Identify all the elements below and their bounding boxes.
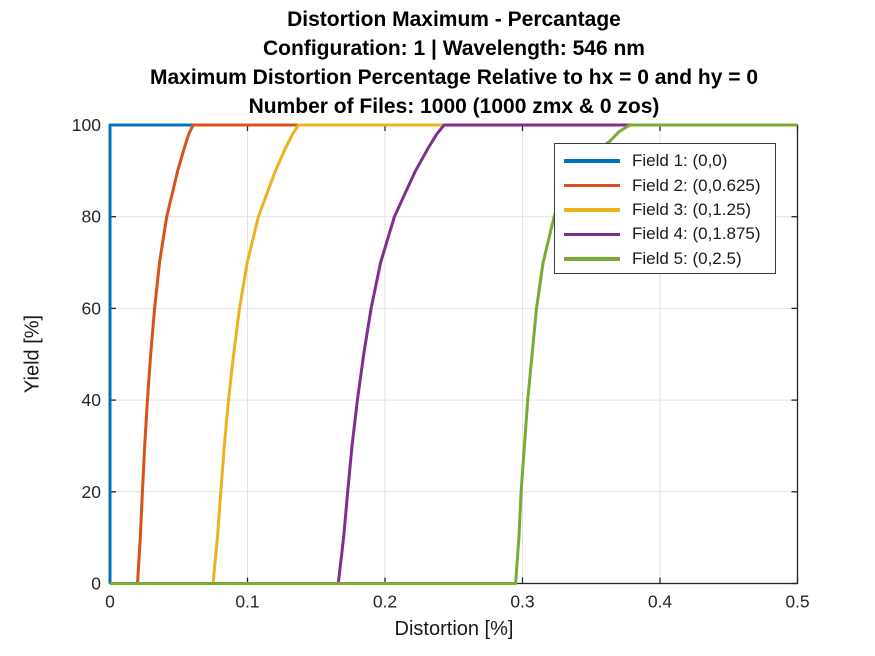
- title-line-1: Distortion Maximum - Percantage: [287, 8, 621, 31]
- y-axis-label: Yield [%]: [21, 314, 44, 394]
- y-tick-label: 80: [82, 207, 102, 227]
- y-tick-label: 100: [72, 115, 101, 135]
- legend-item-label: Field 5: (0,2.5): [632, 248, 742, 268]
- legend-item-label: Field 2: (0,0.625): [632, 175, 761, 195]
- legend-item-label: Field 4: (0,1.875): [632, 224, 761, 244]
- legend[interactable]: Field 1: (0,0) Field 2: (0,0.625) Field 3:…: [554, 143, 776, 274]
- x-tick-label: 0: [105, 592, 115, 612]
- legend-item-label: Field 3: (0,1.25): [632, 199, 752, 219]
- x-tick-label: 0.3: [510, 592, 534, 612]
- legend-line-sample: [564, 257, 620, 261]
- title-line-3: Maximum Distortion Percentage Relative t…: [149, 66, 758, 89]
- series-line-3: [211, 123, 798, 584]
- y-tick-label: 0: [91, 574, 101, 594]
- x-axis-label: Distortion [%]: [394, 618, 514, 640]
- x-tick-label: 0.4: [648, 592, 673, 612]
- y-tick-label: 20: [82, 482, 102, 502]
- x-tick-label: 0.1: [235, 592, 259, 612]
- chart-title: Distortion Maximum - Percantage Configur…: [110, 5, 798, 121]
- legend-item: Field 5: (0,2.5): [564, 247, 775, 271]
- legend-line-sample: [564, 232, 620, 237]
- legend-item: Field 3: (0,1.25): [564, 198, 775, 222]
- title-line-2: Configuration: 1 | Wavelength: 546 nm: [263, 37, 645, 60]
- x-tick-label: 0.5: [785, 592, 809, 612]
- legend-item: Field 1: (0,0): [564, 149, 775, 173]
- legend-item: Field 4: (0,1.875): [564, 222, 775, 246]
- legend-line-sample: [564, 208, 620, 212]
- legend-line-sample: [564, 183, 620, 188]
- legend-item-label: Field 1: (0,0): [632, 151, 728, 171]
- series-line-5: [110, 123, 798, 585]
- y-tick-label: 60: [82, 298, 102, 318]
- title-line-4: Number of Files: 1000 (1000 zmx & 0 zos): [248, 95, 660, 118]
- x-tick-label: 0.2: [373, 592, 397, 612]
- legend-item: Field 2: (0,0.625): [564, 173, 775, 197]
- series-line-4: [336, 123, 798, 584]
- y-tick-label: 40: [82, 390, 102, 410]
- legend-line-sample: [564, 159, 620, 163]
- series-line-2: [136, 123, 798, 584]
